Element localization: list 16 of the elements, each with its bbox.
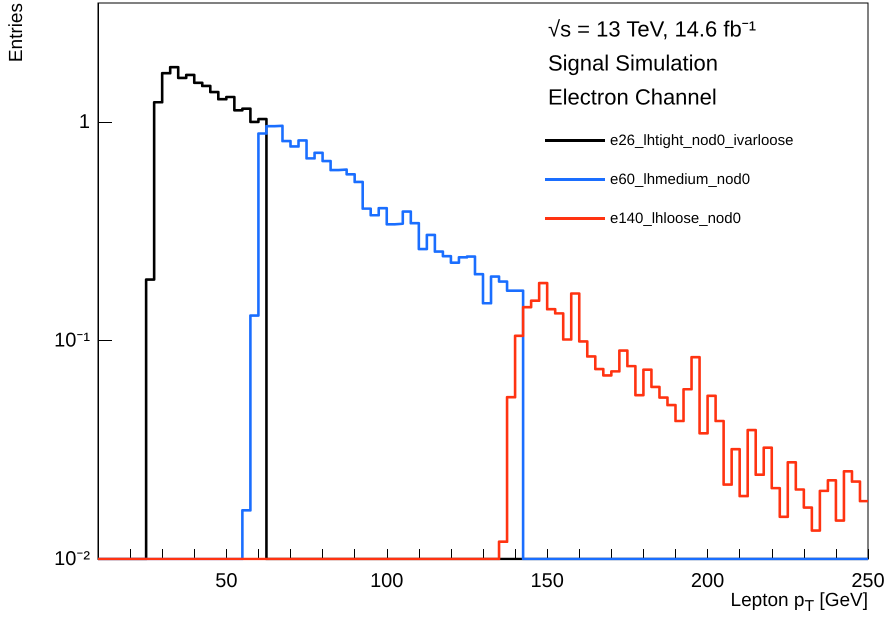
annotation: Electron Channel xyxy=(548,84,717,110)
annotation: Signal Simulation xyxy=(548,50,718,76)
legend-label: e60_lhmedium_nod0 xyxy=(610,171,750,188)
x-tick-label: 200 xyxy=(690,570,724,592)
y-tick-label: 10⁻² xyxy=(54,548,90,570)
x-tick-label: 250 xyxy=(851,570,885,592)
legend-label: e26_lhtight_nod0_ivarloose xyxy=(610,132,794,149)
x-axis-title: Lepton p$_{T}$ [GeV] xyxy=(730,590,868,616)
x-tick-label: 150 xyxy=(530,570,564,592)
annotation: √s = 13 TeV, 14.6 fb⁻¹ xyxy=(548,16,756,42)
x-tick-label: 100 xyxy=(370,570,404,592)
y-axis-title: Entries xyxy=(6,3,27,62)
x-tick-label: 50 xyxy=(215,570,238,592)
y-tick-label: 10⁻¹ xyxy=(54,329,90,352)
legend-label: e140_lhloose_nod0 xyxy=(610,210,741,227)
y-tick-label: 1 xyxy=(78,110,90,133)
